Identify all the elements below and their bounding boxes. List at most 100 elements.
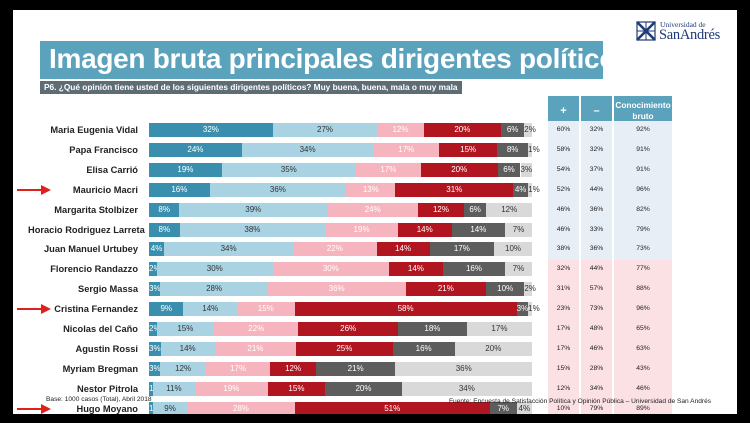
- data-label-muy_buena: 32%: [202, 125, 219, 134]
- bar-row-elisa-carrio: 19% 35% 17% 20% 6% 3%: [149, 163, 532, 177]
- table-cell-plus: 10%: [556, 405, 571, 412]
- data-label-muy_mala: 20%: [451, 165, 468, 174]
- bar-segment-ns_nc: 3%: [516, 302, 528, 316]
- data-label-muy_buena: 2%: [149, 324, 161, 333]
- data-label-no_conoce: 1%: [528, 145, 540, 154]
- data-label-muy_buena: 3%: [149, 284, 161, 293]
- bar-row-florencio-randazzo: 2% 30% 30% 14% 16% 7%: [149, 262, 532, 276]
- table-cell-minus: 57%: [589, 285, 604, 292]
- university-crest-icon: [636, 21, 656, 41]
- table-cell-knowledge: 43%: [636, 365, 650, 372]
- data-label-mala: 17%: [398, 145, 415, 154]
- bar-segment-no_conoce: 34%: [401, 382, 532, 396]
- table-cell-minus: 48%: [589, 325, 604, 332]
- table-cell-plus: 60%: [556, 126, 571, 133]
- data-label-no_conoce: 20%: [485, 344, 502, 353]
- bar-segment-ns_nc: 16%: [443, 262, 505, 276]
- page-title: Imagen bruta principales dirigentes polí…: [49, 43, 632, 74]
- table-cell-plus: 12%: [556, 385, 571, 392]
- data-label-buena: 38%: [244, 225, 261, 234]
- bar-segment-ns_nc: 6%: [463, 203, 487, 217]
- row-label-sergio-massa: Sergio Massa: [78, 284, 138, 294]
- table-cell-plus: 38%: [556, 245, 571, 252]
- table-cell-bg-knowledge: [614, 300, 672, 320]
- table-cell-bg-minus: [581, 400, 612, 414]
- bar-segment-buena: 36%: [209, 183, 347, 197]
- table-cell-bg-plus: [548, 380, 579, 400]
- bar-segment-buena: 11%: [152, 382, 195, 396]
- table-cell-plus: 15%: [556, 365, 571, 372]
- logo-big-text: SanAndrés: [659, 27, 720, 43]
- data-label-muy_mala: 14%: [407, 264, 424, 273]
- data-label-mala: 30%: [322, 264, 339, 273]
- table-cell-plus: 23%: [556, 305, 571, 312]
- data-label-buena: 28%: [206, 284, 223, 293]
- table-cell-knowledge: 92%: [636, 126, 650, 133]
- bar-row-maria-eugenia-vidal: 32% 27% 12% 20% 6% 2%: [149, 123, 536, 137]
- bar-row-horacio-rodriguez-larreta: 8% 38% 19% 14% 14% 7%: [149, 223, 532, 237]
- table-cell-minus: 73%: [589, 305, 604, 312]
- bar-segment-muy_mala: 15%: [439, 143, 498, 157]
- bar-segment-mala: 24%: [327, 203, 419, 217]
- bar-row-hugo-moyano: 1%9%28%51%7%4%: [149, 402, 532, 414]
- table-cell-knowledge: 46%: [636, 385, 650, 392]
- bar-segment-muy_buena: 9%: [149, 302, 184, 316]
- bar-segment-no_conoce: 20%: [454, 342, 532, 356]
- bar-segment-no_conoce: 3%: [520, 163, 532, 177]
- bar-segment-muy_mala: 15%: [267, 382, 326, 396]
- row-label-nicolas-del-cano: Nicolas del Caño: [63, 324, 138, 334]
- table-cell-plus: 54%: [556, 166, 571, 173]
- university-logo: Universidad de SanAndrés: [636, 18, 728, 46]
- data-label-buena: 9%: [164, 404, 176, 413]
- row-label-juan-manuel-urtubey: Juan Manuel Urtubey: [43, 244, 138, 254]
- bar-segment-muy_mala: 20%: [420, 163, 498, 177]
- bar-row-sergio-massa: 3% 28% 36% 21% 10% 2%: [149, 282, 536, 296]
- header-knowledge-line2: bruto: [632, 111, 654, 121]
- bar-segment-no_conoce: 1%: [528, 302, 540, 316]
- data-label-ns_nc: 18%: [424, 324, 441, 333]
- row-label-cristina-fernandez: Cristina Fernandez: [54, 304, 138, 314]
- bar-segment-mala: 12%: [377, 123, 424, 137]
- data-label-no_conoce: 12%: [501, 205, 518, 214]
- data-label-no_conoce: 17%: [491, 324, 508, 333]
- data-label-ns_nc: 16%: [415, 344, 432, 353]
- table-cell-knowledge: 82%: [636, 206, 650, 213]
- table-cell-knowledge: 96%: [636, 186, 650, 193]
- bar-segment-muy_buena: 16%: [149, 183, 210, 197]
- data-label-buena: 35%: [280, 165, 297, 174]
- bar-segment-buena: 34%: [164, 242, 294, 256]
- table-cell-bg-minus: [581, 320, 612, 340]
- bar-row-nicolas-del-cano: 2% 15% 22% 26% 18% 17%: [149, 322, 532, 336]
- bar-segment-mala: 22%: [214, 322, 299, 336]
- data-label-no_conoce: 7%: [512, 225, 525, 234]
- data-label-buena: 34%: [220, 244, 237, 253]
- bar-segment-muy_buena: 2%: [149, 322, 161, 336]
- row-label-hugo-moyano: Hugo Moyano: [76, 404, 138, 414]
- table-cell-knowledge: 96%: [636, 305, 650, 312]
- bar-segment-no_conoce: 7%: [505, 223, 532, 237]
- data-label-mala: 17%: [380, 165, 397, 174]
- table-cell-bg-plus: [548, 320, 579, 340]
- data-label-ns_nc: 17%: [453, 244, 470, 253]
- data-label-muy_mala: 31%: [446, 185, 463, 194]
- row-label-elisa-carrio: Elisa Carrió: [86, 165, 138, 175]
- data-label-ns_nc: 21%: [347, 364, 364, 373]
- data-label-no_conoce: 4%: [518, 404, 531, 413]
- table-cell-knowledge: 77%: [636, 265, 650, 272]
- data-label-muy_buena: 3%: [149, 344, 161, 353]
- bar-segment-no_conoce: 10%: [494, 242, 532, 256]
- data-label-buena: 14%: [179, 344, 196, 353]
- header-knowledge-line1: Conocimiento: [615, 100, 671, 110]
- bar-segment-buena: 35%: [221, 163, 356, 177]
- bar-segment-muy_mala: 12%: [270, 362, 316, 376]
- bar-segment-no_conoce: 36%: [395, 362, 532, 376]
- bar-segment-no_conoce: 1%: [528, 143, 540, 157]
- data-label-muy_mala: 51%: [384, 404, 401, 413]
- data-label-mala: 22%: [326, 244, 343, 253]
- table-cell-bg-knowledge: [614, 121, 672, 141]
- table-cell-minus: 34%: [589, 385, 604, 392]
- data-label-muy_buena: 9%: [160, 304, 173, 313]
- table-cell-bg-knowledge: [614, 280, 672, 300]
- bar-segment-ns_nc: 20%: [325, 382, 402, 396]
- table-cell-plus: 58%: [556, 146, 571, 153]
